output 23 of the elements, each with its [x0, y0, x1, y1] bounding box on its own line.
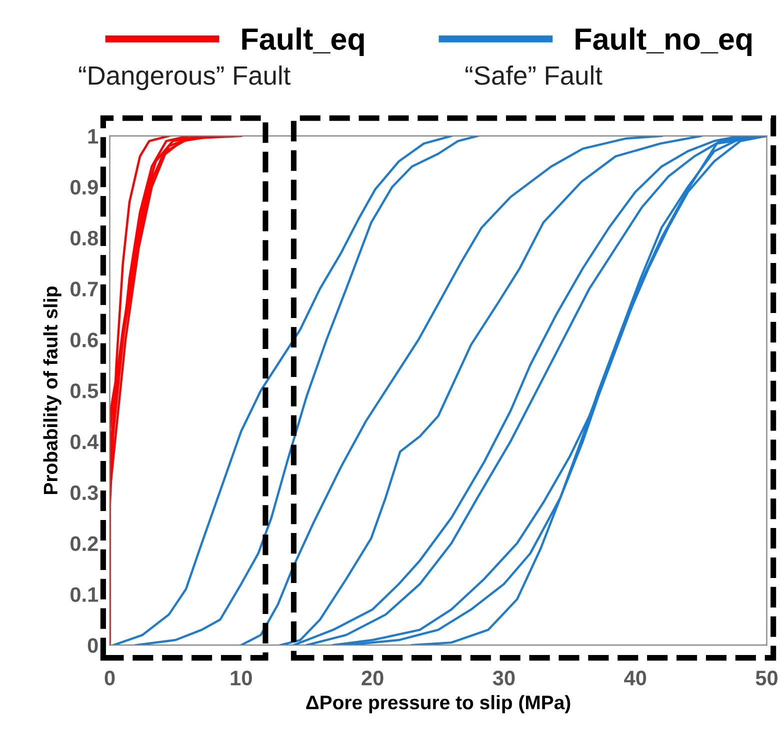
y-tick-label: 0.1: [70, 587, 98, 602]
x-tick-label: 10: [230, 670, 252, 686]
y-tick-label: 0.9: [70, 180, 98, 195]
y-tick-label: 1: [88, 129, 98, 144]
text: “Dangerous” Fault: [78, 66, 290, 90]
y-tick-label: 0.2: [70, 536, 98, 552]
legend-label: Fault_eq: [242, 28, 364, 56]
y-axis-title: Probability of fault slip: [43, 286, 62, 494]
y-tick-label: 0.3: [70, 485, 98, 500]
x-tick-label: 40: [624, 670, 646, 686]
x-tick-label: 20: [362, 670, 384, 686]
y-tick-label: 0.4: [70, 434, 99, 450]
y-tick-label: 0.5: [70, 384, 98, 398]
y-tick-label: 0: [88, 638, 98, 653]
text: “Safe” Fault: [466, 66, 602, 85]
x-axis-title: ΔPore pressure to slip (MPa): [306, 695, 570, 714]
y-tick-label: 0.7: [70, 282, 98, 296]
legend-label: Fault_no_eq: [576, 28, 752, 56]
y-tick-label: 0.6: [70, 332, 98, 348]
y-tick-label: 0.8: [70, 230, 98, 246]
x-tick-label: 0: [104, 670, 115, 686]
x-tick-label: 30: [492, 670, 515, 686]
x-tick-label: 50: [756, 670, 778, 686]
